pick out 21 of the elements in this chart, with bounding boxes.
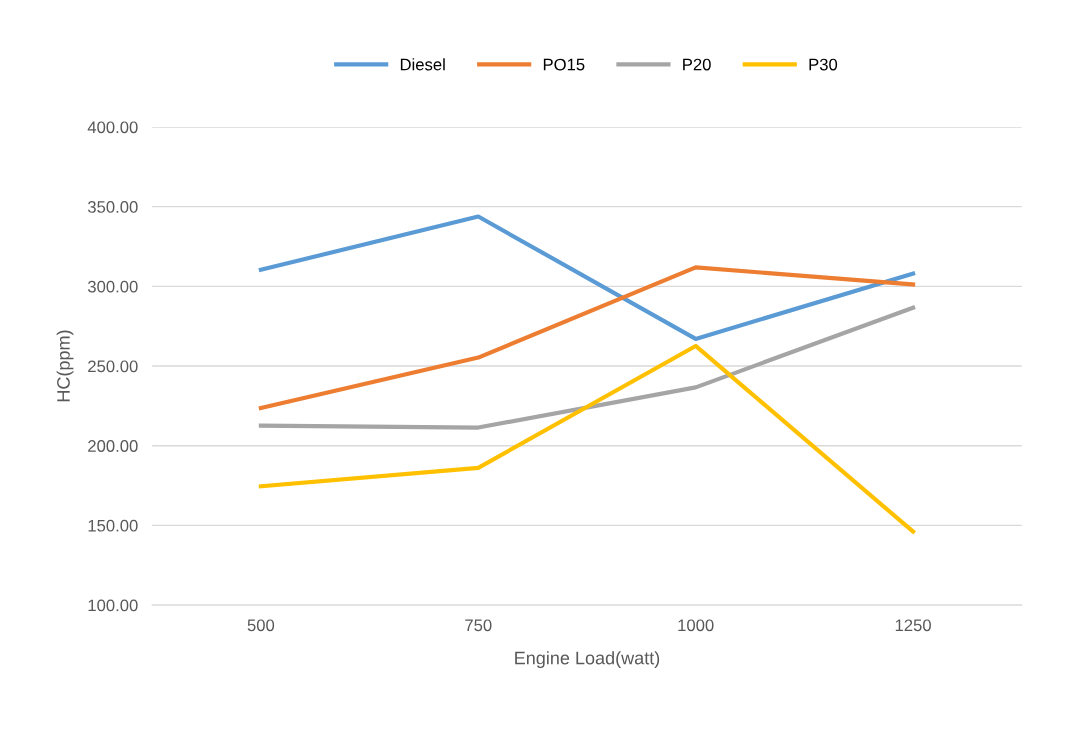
x-axis-title: Engine Load(watt): [515, 651, 660, 668]
x-tick-label: 750: [465, 619, 492, 632]
y-tick-label: 250.00: [88, 360, 138, 373]
y-tick-label: 300.00: [87, 280, 138, 293]
y-tick-label: 150.00: [88, 519, 138, 532]
legend-label: PO15: [543, 58, 585, 71]
legend-label: P30: [809, 58, 838, 71]
legend-label: Diesel: [400, 58, 445, 71]
x-tick-label: 500: [247, 619, 275, 632]
line-series: [258, 343, 916, 534]
line-series: [258, 214, 916, 342]
y-tick-label: 350.00: [87, 201, 138, 213]
y-tick-label: 200.00: [88, 440, 138, 452]
y-axis-title: HC(ppm): [56, 330, 74, 402]
x-tick-label: 1250: [895, 619, 931, 632]
line-series: [258, 265, 916, 411]
x-tick-label: 1000: [678, 619, 714, 632]
line-series: [258, 305, 916, 430]
y-tick-label: 100.00: [88, 599, 138, 612]
y-tick-label: 400.00: [87, 121, 138, 134]
legend-label: P20: [683, 58, 711, 71]
